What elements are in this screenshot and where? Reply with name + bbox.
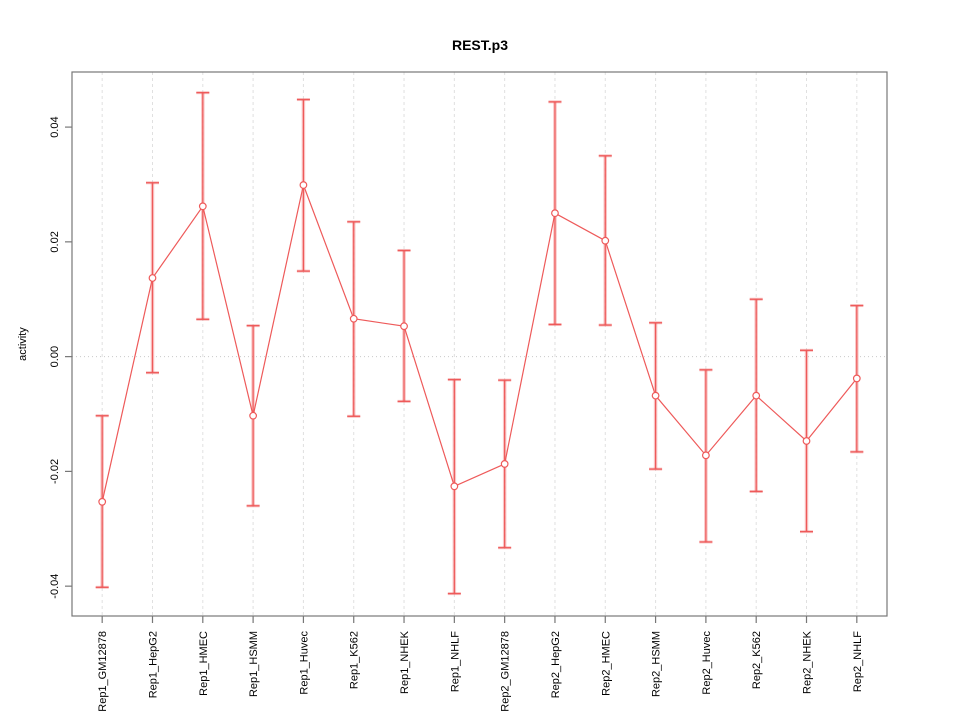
x-tick-label: Rep2_HMEC — [600, 631, 612, 696]
y-tick-label: 0.00 — [49, 346, 61, 367]
x-tick-label: Rep1_HepG2 — [147, 631, 159, 698]
x-tick-label: Rep2_NHEK — [802, 630, 814, 694]
data-point — [651, 391, 660, 400]
x-tick-label: Rep1_HMEC — [198, 631, 210, 696]
data-point — [551, 209, 559, 218]
y-tick-label: 0.02 — [49, 231, 61, 252]
plot-box — [71, 71, 888, 617]
data-point — [349, 314, 358, 323]
data-point — [852, 374, 861, 383]
y-tick-label: -0.04 — [49, 574, 61, 599]
data-point — [400, 322, 408, 331]
x-tick-label: Rep2_K562 — [751, 631, 763, 689]
x-tick-label: Rep1_NHLF — [449, 631, 461, 692]
x-tick-label: Rep2_HepG2 — [550, 631, 562, 698]
x-tick-label: Rep1_GM12878 — [97, 631, 109, 712]
data-point — [299, 181, 308, 189]
x-tick-label: Rep1_Huvec — [298, 631, 310, 695]
data-point — [148, 274, 157, 282]
x-tick-label: Rep1_K562 — [349, 631, 361, 689]
x-tick-label: Rep2_NHLF — [852, 631, 864, 692]
y-tick-label: -0.02 — [49, 459, 61, 484]
x-tick-label: Rep2_HSMM — [651, 631, 663, 697]
y-tick-label: 0.04 — [49, 116, 61, 137]
series-line — [101, 182, 858, 502]
chart-title: REST.p3 — [451, 37, 508, 53]
data-point — [752, 391, 761, 400]
data-point — [98, 497, 107, 506]
x-tick-label: Rep2_GM12878 — [500, 631, 512, 712]
data-point — [249, 411, 258, 420]
data-point — [701, 451, 710, 460]
data-point — [601, 236, 610, 245]
x-tick-label: Rep2_Huvec — [701, 631, 713, 695]
data-point — [198, 202, 207, 211]
data-point — [802, 437, 811, 445]
data-point — [450, 482, 459, 491]
x-tick-label: Rep1_NHEK — [399, 630, 411, 694]
x-tick-label: Rep1_HSMM — [248, 631, 260, 697]
data-point — [500, 460, 509, 468]
